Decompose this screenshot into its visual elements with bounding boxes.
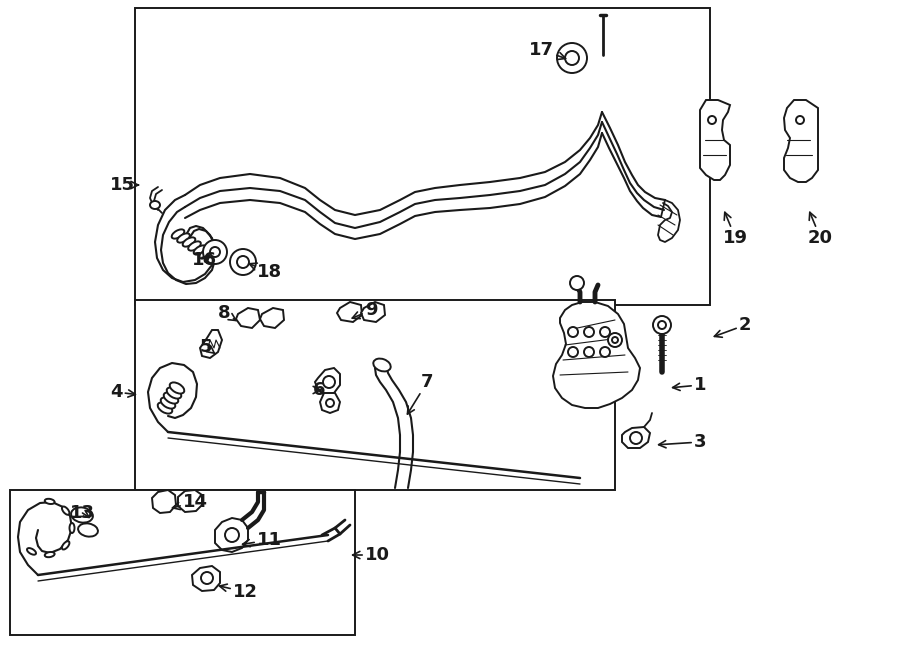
Bar <box>135 8 710 305</box>
Circle shape <box>203 240 227 264</box>
Polygon shape <box>236 308 260 328</box>
Circle shape <box>237 256 249 268</box>
Circle shape <box>225 528 239 542</box>
Text: 8: 8 <box>218 304 236 322</box>
Text: 9: 9 <box>352 301 377 319</box>
Polygon shape <box>622 427 650 448</box>
Text: 7: 7 <box>408 373 434 414</box>
Text: 20: 20 <box>808 212 833 247</box>
Polygon shape <box>200 330 222 358</box>
Polygon shape <box>700 100 730 180</box>
Polygon shape <box>178 490 202 512</box>
Text: 5: 5 <box>200 338 215 356</box>
Ellipse shape <box>158 403 172 414</box>
Ellipse shape <box>172 229 184 239</box>
Ellipse shape <box>78 524 98 537</box>
Ellipse shape <box>71 508 93 523</box>
Ellipse shape <box>27 548 36 555</box>
Circle shape <box>653 316 671 334</box>
Polygon shape <box>192 566 220 591</box>
Polygon shape <box>553 302 640 408</box>
Polygon shape <box>152 490 176 513</box>
Circle shape <box>568 327 578 337</box>
Text: 2: 2 <box>715 316 752 337</box>
Bar <box>10 490 355 635</box>
Ellipse shape <box>62 506 69 515</box>
Circle shape <box>565 51 579 65</box>
Polygon shape <box>320 393 340 413</box>
Ellipse shape <box>45 499 55 504</box>
Circle shape <box>326 399 334 407</box>
Polygon shape <box>315 368 340 395</box>
Ellipse shape <box>194 245 206 254</box>
Text: 19: 19 <box>723 212 748 247</box>
Text: 4: 4 <box>110 383 135 401</box>
Ellipse shape <box>199 249 212 258</box>
Bar <box>135 300 615 490</box>
Ellipse shape <box>166 387 181 399</box>
Circle shape <box>568 347 578 357</box>
Ellipse shape <box>161 397 176 408</box>
Polygon shape <box>260 308 284 328</box>
Circle shape <box>230 249 256 275</box>
Circle shape <box>796 116 804 124</box>
Text: 6: 6 <box>313 381 326 399</box>
Text: 1: 1 <box>672 376 706 394</box>
Circle shape <box>557 43 587 73</box>
Circle shape <box>600 327 610 337</box>
Circle shape <box>608 333 622 347</box>
Ellipse shape <box>204 253 217 262</box>
Text: 18: 18 <box>249 263 282 281</box>
Text: 14: 14 <box>173 493 208 511</box>
Circle shape <box>600 347 610 357</box>
Ellipse shape <box>170 383 184 393</box>
Text: 11: 11 <box>243 531 282 549</box>
Text: 17: 17 <box>529 41 565 59</box>
Ellipse shape <box>177 233 190 243</box>
Polygon shape <box>784 100 818 182</box>
Ellipse shape <box>164 393 178 404</box>
Polygon shape <box>215 518 248 552</box>
Ellipse shape <box>150 201 160 209</box>
Circle shape <box>323 376 335 388</box>
Ellipse shape <box>188 241 201 251</box>
Ellipse shape <box>62 541 69 549</box>
Circle shape <box>201 572 213 584</box>
Polygon shape <box>361 302 385 322</box>
Ellipse shape <box>183 237 195 247</box>
Ellipse shape <box>374 358 391 371</box>
Circle shape <box>708 116 716 124</box>
Text: 13: 13 <box>70 504 95 522</box>
Circle shape <box>658 321 666 329</box>
Circle shape <box>570 276 584 290</box>
Circle shape <box>210 247 220 257</box>
Ellipse shape <box>69 523 75 533</box>
Circle shape <box>584 347 594 357</box>
Circle shape <box>612 337 618 343</box>
Polygon shape <box>337 302 362 322</box>
Ellipse shape <box>45 552 55 557</box>
Text: 10: 10 <box>353 546 390 564</box>
Circle shape <box>584 327 594 337</box>
Text: 16: 16 <box>192 251 217 269</box>
Text: 12: 12 <box>220 583 258 601</box>
Text: 3: 3 <box>659 433 706 451</box>
Circle shape <box>630 432 642 444</box>
Text: 15: 15 <box>110 176 139 194</box>
